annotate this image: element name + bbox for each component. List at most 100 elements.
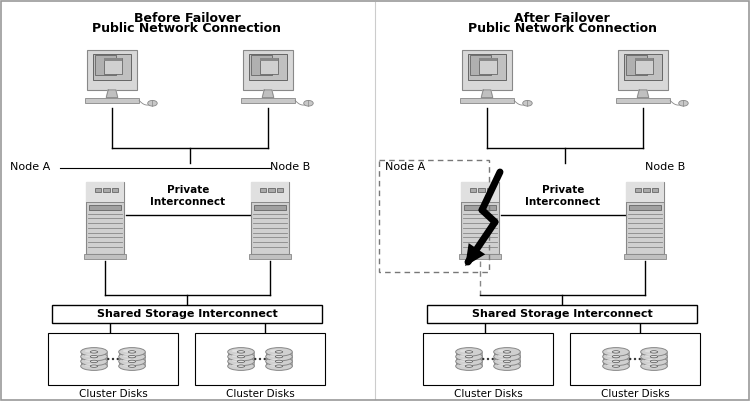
Ellipse shape [460, 350, 473, 352]
Ellipse shape [491, 358, 494, 360]
Ellipse shape [460, 359, 473, 362]
FancyBboxPatch shape [94, 188, 101, 192]
FancyBboxPatch shape [487, 188, 494, 192]
FancyBboxPatch shape [626, 182, 664, 253]
Ellipse shape [128, 365, 136, 367]
Ellipse shape [603, 352, 629, 361]
Ellipse shape [232, 354, 245, 357]
Ellipse shape [640, 362, 668, 371]
Text: Node A: Node A [385, 162, 425, 172]
Ellipse shape [123, 359, 136, 362]
Ellipse shape [228, 352, 254, 361]
FancyBboxPatch shape [104, 58, 122, 61]
Text: After Failover: After Failover [514, 12, 610, 25]
Ellipse shape [237, 360, 244, 363]
Ellipse shape [523, 100, 532, 106]
Ellipse shape [259, 358, 261, 360]
FancyBboxPatch shape [479, 58, 496, 61]
Ellipse shape [503, 360, 511, 363]
Ellipse shape [650, 365, 658, 367]
Ellipse shape [460, 364, 473, 367]
Polygon shape [638, 90, 649, 97]
FancyBboxPatch shape [103, 188, 110, 192]
FancyBboxPatch shape [277, 188, 284, 192]
FancyBboxPatch shape [93, 54, 131, 80]
FancyBboxPatch shape [618, 50, 668, 90]
FancyBboxPatch shape [461, 182, 499, 253]
Ellipse shape [304, 100, 313, 106]
Ellipse shape [603, 357, 629, 366]
Ellipse shape [456, 348, 482, 356]
Ellipse shape [498, 364, 511, 367]
FancyBboxPatch shape [84, 253, 126, 259]
FancyBboxPatch shape [634, 188, 641, 192]
Ellipse shape [81, 357, 107, 366]
Ellipse shape [456, 352, 482, 361]
FancyBboxPatch shape [118, 356, 146, 361]
Ellipse shape [275, 360, 283, 363]
Ellipse shape [494, 348, 520, 356]
FancyBboxPatch shape [251, 182, 289, 202]
Ellipse shape [237, 365, 244, 367]
FancyBboxPatch shape [462, 50, 512, 90]
Ellipse shape [118, 348, 146, 356]
Ellipse shape [275, 351, 283, 353]
FancyBboxPatch shape [87, 50, 136, 90]
Ellipse shape [128, 351, 136, 353]
FancyBboxPatch shape [460, 97, 514, 103]
Ellipse shape [645, 354, 658, 357]
Ellipse shape [503, 351, 511, 353]
Text: Before Failover: Before Failover [134, 12, 240, 25]
FancyBboxPatch shape [603, 361, 629, 366]
Text: Cluster Disks: Cluster Disks [454, 389, 522, 399]
FancyBboxPatch shape [118, 352, 146, 356]
FancyBboxPatch shape [626, 182, 664, 202]
Ellipse shape [634, 358, 636, 360]
Ellipse shape [270, 350, 283, 352]
FancyBboxPatch shape [48, 333, 178, 385]
Ellipse shape [275, 355, 283, 358]
Ellipse shape [263, 358, 266, 360]
Ellipse shape [228, 362, 254, 371]
Ellipse shape [270, 354, 283, 357]
Ellipse shape [612, 360, 620, 363]
FancyBboxPatch shape [94, 55, 116, 75]
Text: Cluster Disks: Cluster Disks [226, 389, 294, 399]
Ellipse shape [498, 354, 511, 357]
Ellipse shape [460, 354, 473, 357]
FancyBboxPatch shape [228, 352, 254, 356]
Ellipse shape [128, 355, 136, 358]
FancyBboxPatch shape [266, 352, 292, 356]
FancyBboxPatch shape [468, 54, 506, 80]
Ellipse shape [645, 350, 658, 352]
FancyBboxPatch shape [266, 361, 292, 366]
Ellipse shape [498, 359, 511, 362]
FancyBboxPatch shape [249, 54, 287, 80]
Ellipse shape [607, 350, 620, 352]
Ellipse shape [228, 348, 254, 356]
Polygon shape [106, 90, 118, 97]
FancyBboxPatch shape [112, 188, 118, 192]
FancyBboxPatch shape [494, 356, 520, 361]
Text: Shared Storage Interconnect: Shared Storage Interconnect [97, 309, 278, 319]
Ellipse shape [148, 100, 158, 106]
FancyBboxPatch shape [266, 356, 292, 361]
Text: Shared Storage Interconnect: Shared Storage Interconnect [472, 309, 652, 319]
Text: Node B: Node B [270, 162, 310, 172]
Ellipse shape [465, 355, 472, 358]
Ellipse shape [650, 355, 658, 358]
FancyBboxPatch shape [81, 352, 107, 356]
Text: Node B: Node B [645, 162, 686, 172]
FancyBboxPatch shape [104, 58, 122, 74]
Ellipse shape [465, 365, 472, 367]
FancyBboxPatch shape [251, 55, 272, 75]
Ellipse shape [107, 358, 109, 360]
Ellipse shape [232, 364, 245, 367]
Ellipse shape [638, 358, 641, 360]
FancyBboxPatch shape [249, 253, 291, 259]
Ellipse shape [503, 365, 511, 367]
Ellipse shape [270, 359, 283, 362]
FancyBboxPatch shape [456, 361, 482, 366]
FancyBboxPatch shape [260, 188, 266, 192]
Ellipse shape [503, 355, 511, 358]
